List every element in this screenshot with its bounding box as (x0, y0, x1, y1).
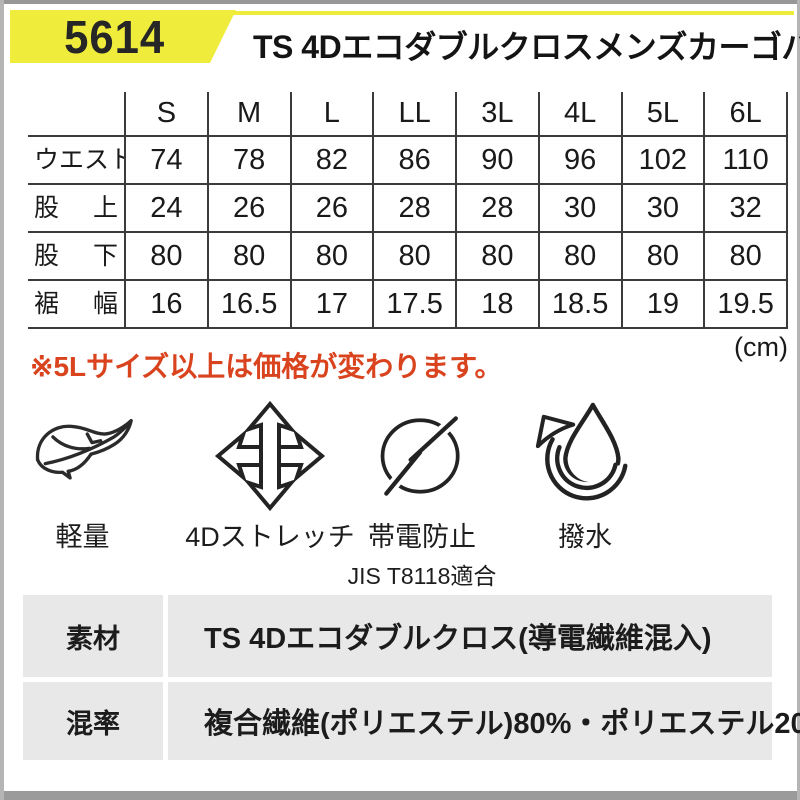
frame-left (0, 0, 4, 800)
feature-label: 撥水 (558, 522, 612, 552)
unit-label: (cm) (734, 332, 788, 362)
size-row-label: 裾幅 (28, 281, 126, 329)
size-col-header: 6L (705, 92, 788, 137)
spec-row-blend: 混率 複合繊維(ポリエステル)80%・ポリエステル20% (23, 682, 800, 760)
stretch-4d-icon (214, 398, 326, 513)
product-code: 5614 (63, 10, 165, 63)
feature-4d-stretch: 4Dストレッチ (185, 398, 355, 554)
size-cell: 80 (539, 233, 623, 281)
frame-bottom (4, 791, 797, 800)
spec-value: TS 4Dエコダブルクロス(導電繊維混入) (168, 595, 772, 677)
size-col-header: S (126, 92, 209, 137)
size-cell: 74 (126, 137, 209, 185)
frame-top (0, 0, 800, 4)
size-cell: 16 (126, 281, 209, 329)
size-col-header: 3L (457, 92, 540, 137)
size-cell: 110 (705, 137, 788, 185)
size-cell: 80 (374, 233, 457, 281)
accent-line (230, 11, 794, 15)
size-row-label: 股上 (28, 185, 126, 233)
feature-label: 帯電防止 (368, 522, 476, 552)
size-cell: 18 (457, 281, 540, 329)
size-cell: 17.5 (374, 281, 457, 329)
feature-sublabel: JIS T8118適合 (347, 563, 497, 589)
size-cell: 78 (208, 137, 292, 185)
size-cell: 32 (705, 185, 788, 233)
size-table-corner (28, 92, 126, 137)
size-cell: 80 (457, 233, 540, 281)
size-cell: 80 (622, 233, 706, 281)
price-note: ※5Lサイズ以上は価格が変わります。 (30, 351, 503, 382)
size-cell: 28 (457, 185, 540, 233)
feature-water-repellent: 撥水 (515, 398, 655, 554)
size-cell: 26 (291, 185, 375, 233)
size-cell: 17 (291, 281, 375, 329)
feature-lightweight: 軽量 (20, 398, 145, 554)
size-cell: 80 (208, 233, 292, 281)
spec-label: 素材 (23, 595, 163, 677)
size-cell: 80 (291, 233, 375, 281)
size-cell: 80 (126, 233, 209, 281)
size-cell: 82 (291, 137, 375, 185)
size-cell: 28 (374, 185, 457, 233)
feature-antistatic: 帯電防止 JIS T8118適合 (348, 398, 496, 591)
size-col-header: M (208, 92, 292, 137)
size-cell: 86 (374, 137, 457, 185)
size-row-label: ウエスト (28, 137, 126, 185)
frame-right (797, 0, 800, 800)
size-table: S M L LL 3L 4L 5L 6L ウエスト 74 78 82 86 90… (28, 92, 788, 329)
spec-row-material: 素材 TS 4Dエコダブルクロス(導電繊維混入) (23, 595, 772, 677)
size-cell: 16.5 (208, 281, 292, 329)
size-cell: 24 (126, 185, 209, 233)
size-row-label: 股下 (28, 233, 126, 281)
spec-label: 混率 (23, 682, 163, 760)
size-cell: 19.5 (705, 281, 788, 329)
feather-icon (30, 398, 135, 513)
size-cell: 80 (705, 233, 788, 281)
size-cell: 96 (539, 137, 623, 185)
size-cell: 30 (622, 185, 706, 233)
product-title: TS 4Dエコダブルクロスメンズカーゴパンツ (253, 29, 800, 65)
size-cell: 26 (208, 185, 292, 233)
spec-value: 複合繊維(ポリエステル)80%・ポリエステル20% (168, 682, 800, 760)
feature-label: 4Dストレッチ (185, 522, 355, 552)
size-col-header: 5L (622, 92, 706, 137)
size-col-header: 4L (539, 92, 623, 137)
product-code-badge: 5614 (10, 10, 236, 63)
feature-label: 軽量 (55, 522, 110, 552)
size-cell: 19 (622, 281, 706, 329)
size-col-header: LL (374, 92, 457, 137)
size-cell: 18.5 (539, 281, 623, 329)
size-cell: 102 (622, 137, 706, 185)
size-cell: 90 (457, 137, 540, 185)
size-cell: 30 (539, 185, 623, 233)
water-repellent-icon (530, 398, 640, 513)
antistatic-icon (375, 398, 469, 513)
size-col-header: L (291, 92, 375, 137)
